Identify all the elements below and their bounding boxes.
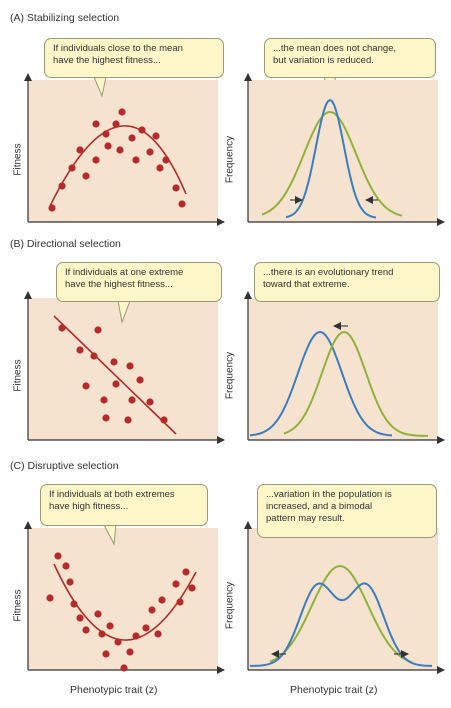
fitness-dot-c <box>106 622 114 630</box>
y-label-frequency-c: Frequency <box>224 581 236 630</box>
fitness-dot-c <box>176 598 184 606</box>
frequency-panel-b <box>248 298 438 440</box>
fitness-dot-b <box>102 414 110 422</box>
fitness-dot-b <box>76 346 84 354</box>
y-label-fitness-b: Fitness <box>12 359 24 392</box>
section-title-disruptive: (C) Disruptive selection <box>10 460 119 472</box>
fitness-dot-a <box>104 142 112 150</box>
curve-after-b <box>283 330 428 437</box>
fitness-dot-a <box>132 156 140 164</box>
y-label-frequency-b: Frequency <box>224 351 236 400</box>
fitness-dot-b <box>136 376 144 384</box>
fitness-dot-c <box>182 568 190 576</box>
fitness-dot-a <box>146 148 154 156</box>
curve-before-c <box>269 564 413 664</box>
fitness-dot-c <box>154 630 162 638</box>
fitness-line-b <box>53 315 177 435</box>
fitness-dot-c <box>158 596 166 604</box>
fitness-dot-a <box>116 146 124 154</box>
fitness-dot-a <box>92 156 100 164</box>
fitness-dot-b <box>124 416 132 424</box>
callout-disruptive-frequency: ...variation in the population is increa… <box>257 484 437 538</box>
y-label-frequency-a: Frequency <box>224 135 236 184</box>
fitness-dot-b <box>110 358 118 366</box>
section-title-stabilizing: (A) Stabilizing selection <box>10 12 120 24</box>
fitness-dot-a <box>128 134 136 142</box>
fitness-dot-c <box>76 614 84 622</box>
curve-after-a <box>285 98 377 219</box>
fitness-curve-c <box>53 563 197 641</box>
fitness-dot-a <box>178 200 186 208</box>
fitness-dot-a <box>156 164 164 172</box>
fitness-dot-a <box>48 204 56 212</box>
x-label-right: Phenotypic trait (z) <box>290 684 378 696</box>
fitness-dot-c <box>188 584 196 592</box>
fitness-dot-b <box>160 416 168 424</box>
fitness-dot-c <box>82 626 90 634</box>
curve-before-a <box>261 110 403 217</box>
fitness-dot-b <box>126 362 134 370</box>
fitness-dot-c <box>94 610 102 618</box>
fitness-dot-c <box>172 580 180 588</box>
fitness-dot-c <box>62 562 70 570</box>
fitness-dot-a <box>112 120 120 128</box>
fitness-panel-c <box>28 528 218 670</box>
fitness-dot-c <box>148 606 156 614</box>
fitness-dot-a <box>118 108 126 116</box>
y-label-fitness-a: Fitness <box>12 143 24 176</box>
fitness-dot-b <box>90 352 98 360</box>
fitness-curve-a <box>49 125 187 207</box>
frequency-panel-a <box>248 80 438 222</box>
fitness-dot-c <box>66 578 74 586</box>
fitness-dot-a <box>152 132 160 140</box>
fitness-dot-c <box>126 648 134 656</box>
fitness-dot-b <box>146 398 154 406</box>
frequency-panel-c <box>248 528 438 670</box>
curve-before-b <box>249 330 393 437</box>
callout-stabilizing-fitness: If individuals close to the mean have th… <box>44 38 224 78</box>
fitness-dot-b <box>112 380 120 388</box>
fitness-dot-a <box>82 172 90 180</box>
fitness-dot-b <box>128 396 136 404</box>
fitness-dot-b <box>82 382 90 390</box>
callout-directional-frequency: ...there is an evolutionary trend toward… <box>254 262 440 302</box>
callout-directional-fitness: If individuals at one extreme have the h… <box>56 262 222 302</box>
fitness-dot-c <box>98 630 106 638</box>
section-title-directional: (B) Directional selection <box>10 238 121 250</box>
fitness-dot-c <box>46 594 54 602</box>
callout-disruptive-fitness: If individuals at both extremes have hig… <box>40 484 208 526</box>
fitness-dot-c <box>54 552 62 560</box>
fitness-dot-c <box>70 600 78 608</box>
fitness-dot-c <box>142 624 150 632</box>
fitness-dot-a <box>172 184 180 192</box>
fitness-dot-a <box>76 146 84 154</box>
y-label-fitness-c: Fitness <box>12 589 24 622</box>
fitness-dot-a <box>92 120 100 128</box>
fitness-dot-b <box>100 396 108 404</box>
fitness-dot-c <box>120 664 128 672</box>
callout-stabilizing-frequency: ...the mean does not change, but variati… <box>264 38 436 78</box>
fitness-dot-c <box>102 650 110 658</box>
x-label-left: Phenotypic trait (z) <box>70 684 158 696</box>
fitness-dot-b <box>94 326 102 334</box>
